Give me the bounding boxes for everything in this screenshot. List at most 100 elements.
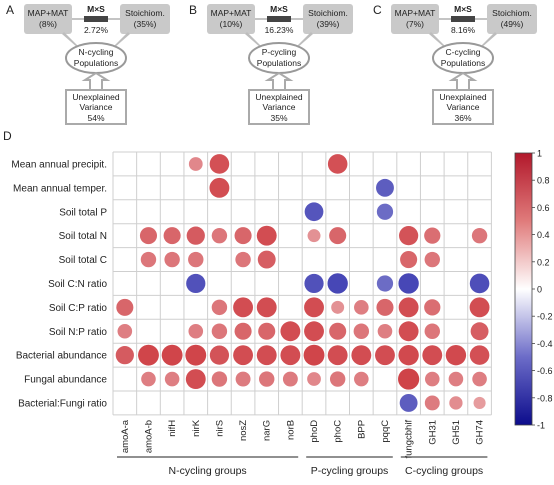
- correlation-circle: [304, 297, 324, 318]
- interaction-bar: [84, 16, 108, 22]
- correlation-circle: [449, 396, 463, 410]
- correlation-circle: [209, 154, 230, 174]
- correlation-circle: [282, 371, 298, 387]
- column-label: GH74: [475, 420, 486, 445]
- correlation-circle: [233, 297, 254, 318]
- map-mat-label: MAP+MAT: [395, 8, 436, 18]
- stoichiometry-box: [120, 4, 170, 34]
- unexplained-line-2: Variance: [80, 102, 113, 112]
- panel-letter: A: [6, 3, 14, 17]
- column-label: nosZ: [238, 420, 249, 441]
- ellipse-line-1: P-cycling: [262, 47, 297, 57]
- unexplained-arrow: [81, 71, 111, 90]
- correlation-circle: [353, 323, 370, 339]
- map-mat-box: [24, 4, 72, 34]
- column-label: BPP: [356, 420, 367, 439]
- correlation-circle: [235, 251, 251, 268]
- correlation-circle: [354, 300, 369, 315]
- unexplained-percent: 54%: [87, 113, 104, 123]
- correlation-circle: [186, 226, 205, 245]
- unexplained-box: [65, 89, 127, 125]
- group-label: N-cycling groups: [168, 465, 246, 477]
- stoichiometry-box: [487, 4, 537, 34]
- correlation-circle: [138, 344, 159, 366]
- stoichiometry-label: Stoichiom.: [492, 8, 532, 18]
- correlation-circle: [188, 251, 204, 268]
- correlation-circle: [376, 298, 394, 316]
- stoichiometry-label: Stoichiom.: [125, 8, 165, 18]
- column-label: fungcbhif: [404, 420, 415, 459]
- interaction-label: M×S: [87, 4, 105, 14]
- row-label: Soil total C: [59, 255, 107, 266]
- correlation-circle: [424, 299, 441, 316]
- unexplained-line-1: Unexplained: [72, 92, 120, 102]
- column-label: amoA-a: [120, 419, 131, 453]
- panel-a: A MAP+MAT(8%) Stoichiom.(35%) M×S 2.72% N-cyc…: [6, 3, 170, 125]
- row-label: Mean annual precipit.: [11, 159, 107, 170]
- correlation-circle: [424, 371, 440, 387]
- colorbar-tick-label: -0.2: [537, 312, 553, 322]
- column-label: norB: [285, 420, 296, 440]
- column-label: nirS: [214, 420, 225, 437]
- correlation-circle: [209, 345, 230, 365]
- unexplained-line-1: Unexplained: [439, 92, 487, 102]
- correlation-circle: [398, 273, 419, 294]
- correlation-circle: [140, 251, 157, 268]
- colorbar-tick-label: -1: [537, 421, 545, 431]
- interaction-percent: 16.23%: [265, 25, 294, 35]
- correlation-circle: [234, 227, 252, 245]
- correlation-circle: [398, 344, 419, 366]
- correlation-circle: [307, 229, 321, 243]
- unexplained-arrow: [448, 71, 478, 90]
- correlation-circle: [257, 250, 276, 269]
- correlation-circle: [117, 323, 133, 339]
- colorbar-tick-label: 0.6: [537, 203, 550, 213]
- ellipse-line-1: C-cycling: [446, 47, 481, 57]
- correlation-circle: [470, 322, 489, 341]
- unexplained-line-2: Variance: [447, 102, 480, 112]
- map-mat-percent: (7%): [406, 19, 424, 29]
- column-label: phoC: [333, 420, 344, 443]
- correlation-circle: [304, 202, 324, 222]
- correlation-circle: [307, 372, 321, 386]
- correlation-circle: [211, 371, 228, 387]
- correlation-circle: [161, 344, 183, 366]
- correlation-circle: [141, 371, 156, 387]
- map-mat-percent: (8%): [39, 19, 57, 29]
- correlation-circle: [185, 369, 206, 389]
- correlation-circle: [376, 203, 394, 220]
- column-label: nirK: [191, 419, 202, 437]
- row-label: Soil total P: [59, 207, 107, 218]
- correlation-circle: [399, 394, 418, 412]
- map-mat-percent: (10%): [220, 19, 243, 29]
- stoichiometry-box: [303, 4, 353, 34]
- unexplained-arrow: [264, 71, 294, 90]
- correlation-circle: [376, 178, 394, 197]
- unexplained-box: [432, 89, 494, 125]
- map-mat-label: MAP+MAT: [28, 8, 69, 18]
- column-label: narG: [262, 420, 273, 441]
- ellipse-line-2: Populations: [441, 58, 485, 68]
- unexplained-percent: 36%: [454, 113, 471, 123]
- correlation-circle: [448, 371, 464, 387]
- unexplained-box: [248, 89, 310, 125]
- map-mat-box: [207, 4, 255, 34]
- correlation-circle: [256, 345, 277, 366]
- correlation-circle: [163, 227, 181, 245]
- row-label: Soil N:P ratio: [49, 327, 108, 338]
- ellipse-line-1: N-cycling: [79, 47, 114, 57]
- correlation-circle: [422, 345, 443, 366]
- interaction-label: M×S: [270, 4, 288, 14]
- correlation-circle: [186, 273, 206, 294]
- panel-letter: D: [3, 129, 12, 143]
- correlation-circle: [256, 225, 277, 246]
- correlation-circle: [259, 371, 275, 387]
- correlation-circle: [469, 273, 490, 294]
- correlation-circle: [164, 371, 180, 387]
- colorbar: [514, 152, 533, 426]
- correlation-circle: [139, 227, 158, 245]
- colorbar-tick-label: 0: [537, 285, 542, 295]
- correlation-circle: [329, 371, 346, 387]
- interaction-percent: 8.16%: [451, 25, 476, 35]
- row-label: Soil total N: [59, 231, 107, 242]
